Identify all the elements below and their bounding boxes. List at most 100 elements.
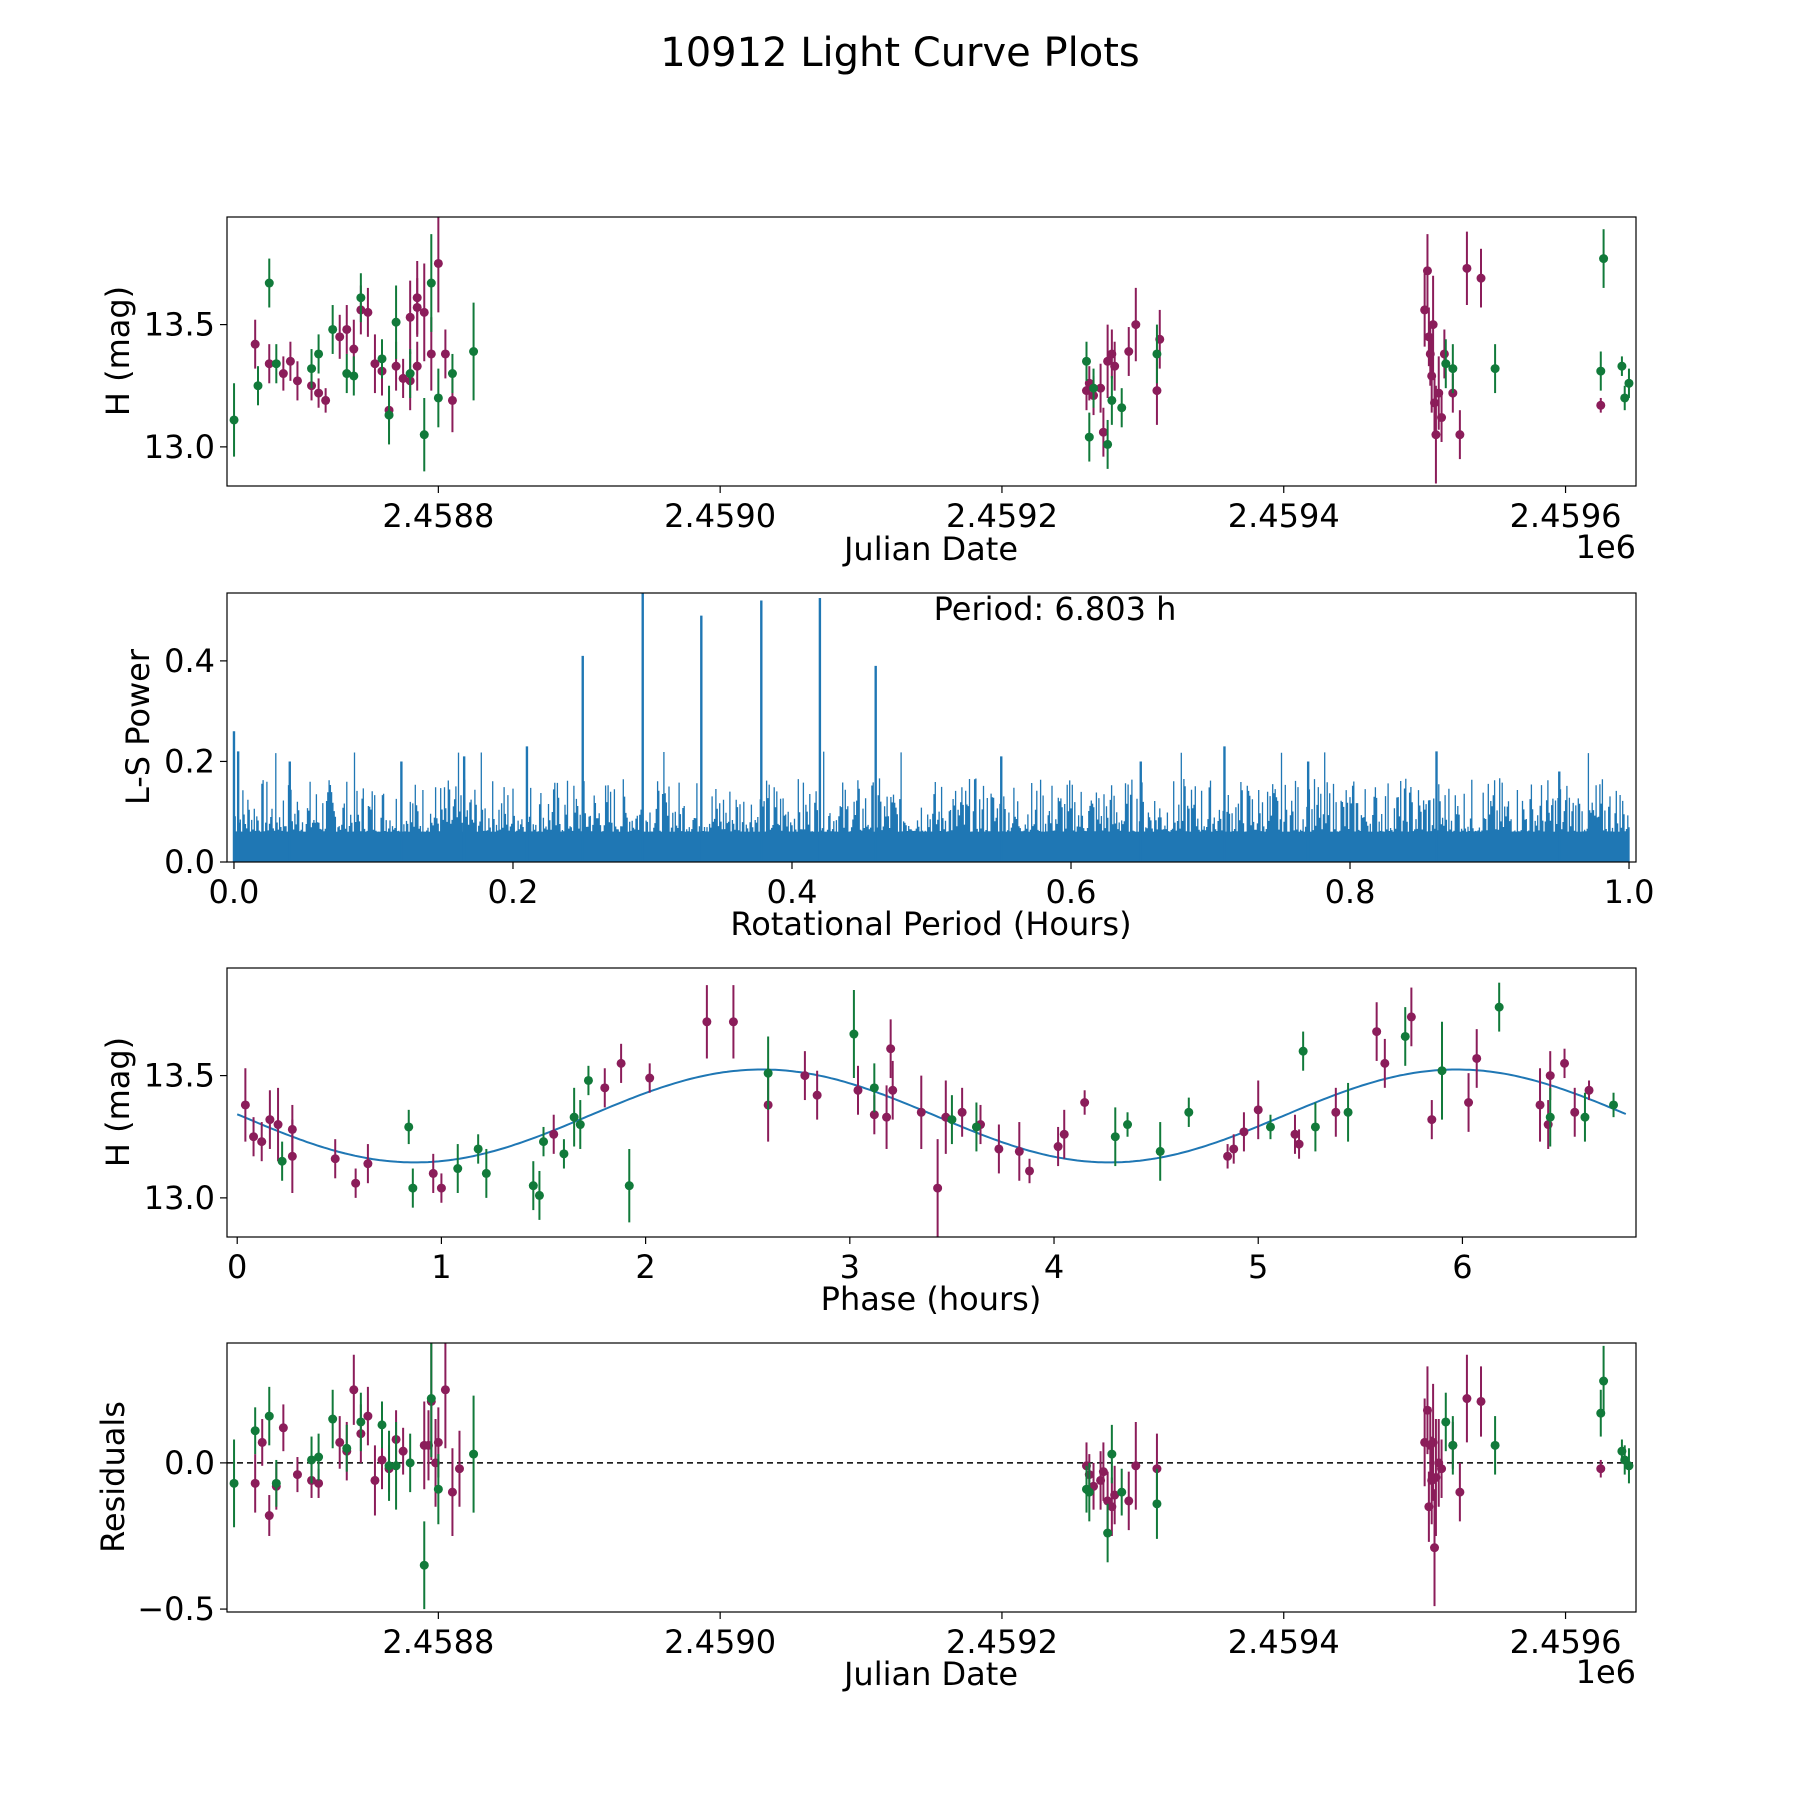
fit-curve bbox=[236, 1068, 1627, 1164]
periodogram-noise-line bbox=[233, 751, 1630, 862]
data-point bbox=[1422, 266, 1432, 276]
periodogram-annotation: Period: 6.803 h bbox=[934, 590, 1177, 628]
data-point bbox=[1560, 1058, 1570, 1068]
data-point bbox=[433, 258, 443, 268]
y-tick-label: 0.0 bbox=[164, 843, 215, 881]
data-point bbox=[342, 1443, 352, 1453]
data-point bbox=[253, 381, 263, 391]
data-point bbox=[1580, 1112, 1590, 1122]
data-point bbox=[285, 356, 295, 366]
data-point bbox=[933, 1183, 943, 1193]
data-point bbox=[1103, 439, 1113, 449]
y-tick-label: 0.4 bbox=[164, 642, 215, 680]
data-point bbox=[1123, 1120, 1133, 1130]
data-point bbox=[1117, 1487, 1127, 1497]
data-point bbox=[278, 369, 288, 379]
data-point bbox=[349, 344, 359, 354]
x-tick-label: 0.4 bbox=[767, 873, 818, 911]
data-point bbox=[384, 410, 394, 420]
data-point bbox=[250, 1426, 260, 1436]
data-point bbox=[1420, 305, 1430, 315]
light-curve-marks bbox=[229, 217, 1634, 484]
data-point bbox=[433, 1437, 443, 1447]
data-point bbox=[356, 293, 366, 303]
data-point bbox=[398, 1446, 408, 1456]
light-curve-frame bbox=[226, 216, 1637, 487]
data-point bbox=[1098, 427, 1108, 437]
data-point bbox=[426, 349, 436, 359]
data-point bbox=[469, 1449, 479, 1459]
data-point bbox=[321, 395, 331, 405]
data-point bbox=[1107, 395, 1117, 405]
data-point bbox=[1476, 1396, 1486, 1406]
data-point bbox=[405, 1458, 415, 1468]
y-tick-label: 13.5 bbox=[144, 306, 215, 344]
data-point bbox=[328, 324, 338, 334]
data-point bbox=[1131, 1461, 1141, 1471]
data-point bbox=[405, 369, 415, 379]
data-point bbox=[1089, 383, 1099, 393]
data-point bbox=[408, 1183, 418, 1193]
data-point bbox=[330, 1154, 340, 1164]
data-point bbox=[549, 1129, 559, 1139]
y-tick-label: 13.0 bbox=[144, 428, 215, 466]
data-point bbox=[404, 1122, 414, 1132]
data-point bbox=[292, 376, 302, 386]
data-point bbox=[426, 1394, 436, 1404]
data-point bbox=[419, 1560, 429, 1570]
data-point bbox=[1462, 263, 1472, 273]
data-point bbox=[1406, 1012, 1416, 1022]
light-curve-panel: 2.4588 2.4590 2.4592 2.4594 2.4596 13.0 13.5 J… bbox=[99, 216, 1637, 568]
data-point bbox=[419, 430, 429, 440]
data-point bbox=[363, 1159, 373, 1169]
data-point bbox=[1437, 1464, 1447, 1474]
x-tick-label: 0.2 bbox=[488, 873, 539, 911]
data-point bbox=[1080, 1098, 1090, 1107]
y-tick-label: 0.2 bbox=[164, 742, 215, 780]
data-point bbox=[1096, 383, 1106, 393]
x-tick-label: 1.0 bbox=[1604, 873, 1655, 911]
data-point bbox=[1584, 1085, 1594, 1095]
data-point bbox=[1110, 1490, 1120, 1500]
data-point bbox=[1609, 1100, 1619, 1110]
data-point bbox=[1107, 1449, 1117, 1459]
x-tick-label: 2.4592 bbox=[946, 1623, 1058, 1661]
data-point bbox=[249, 1132, 259, 1142]
phased-curve-ticks: 0 1 2 3 4 5 6 13.0 13.5 bbox=[144, 1057, 1473, 1286]
phased-curve-xlabel: Phase (hours) bbox=[821, 1280, 1042, 1318]
data-point bbox=[447, 395, 457, 405]
data-point bbox=[377, 354, 387, 364]
data-point bbox=[1439, 349, 1449, 359]
data-point bbox=[307, 1455, 317, 1465]
data-point bbox=[264, 1411, 274, 1421]
data-point bbox=[257, 1437, 267, 1447]
data-point bbox=[1430, 1543, 1440, 1553]
data-point bbox=[351, 1178, 361, 1188]
data-point bbox=[335, 1437, 345, 1447]
y-tick-label: −0.5 bbox=[137, 1590, 215, 1628]
x-tick-label: 1 bbox=[431, 1248, 451, 1286]
data-point bbox=[1110, 361, 1120, 371]
phased-curve-frame bbox=[226, 967, 1637, 1238]
data-point bbox=[702, 1017, 712, 1027]
data-point bbox=[277, 1156, 287, 1166]
data-point bbox=[1472, 1053, 1482, 1063]
data-point bbox=[1310, 1122, 1320, 1132]
data-point bbox=[1253, 1105, 1263, 1115]
data-point bbox=[1494, 1002, 1504, 1012]
data-point bbox=[278, 1423, 288, 1433]
data-point bbox=[412, 361, 422, 371]
data-point bbox=[1239, 1127, 1249, 1137]
data-point bbox=[1152, 349, 1162, 359]
data-point bbox=[271, 359, 281, 369]
data-point bbox=[1081, 356, 1091, 366]
data-point bbox=[1084, 432, 1094, 442]
data-point bbox=[428, 1168, 438, 1178]
data-point bbox=[240, 1100, 250, 1110]
light-curve-xlabel: Julian Date bbox=[842, 530, 1018, 568]
data-point bbox=[473, 1144, 483, 1154]
data-point bbox=[426, 278, 436, 288]
data-point bbox=[1596, 1464, 1606, 1474]
data-point bbox=[1599, 1376, 1609, 1386]
data-point bbox=[1624, 378, 1634, 388]
